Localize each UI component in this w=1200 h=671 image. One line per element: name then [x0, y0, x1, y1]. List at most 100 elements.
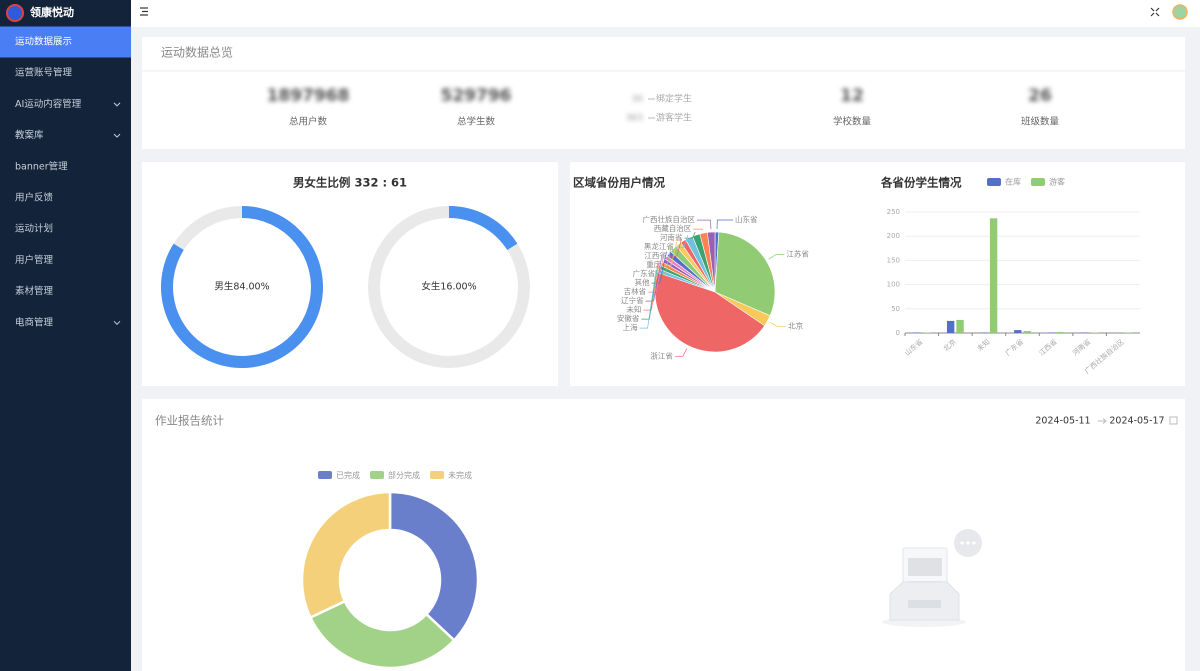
- pie-label-line: [668, 238, 682, 257]
- date-start[interactable]: 2024-05-11: [1035, 416, 1090, 427]
- header: [131, 0, 1200, 27]
- menu-item[interactable]: 用户反馈: [15, 192, 54, 204]
- brand: 领康悦动: [29, 5, 74, 19]
- legend-label[interactable]: 未完成: [448, 470, 472, 480]
- pie-label: 山东省: [735, 214, 758, 224]
- stat-label: 班级数量: [1021, 116, 1060, 128]
- menu-item[interactable]: AI运动内容管理: [15, 98, 82, 110]
- menu-item[interactable]: 用户管理: [15, 254, 54, 266]
- legend-label[interactable]: 部分完成: [388, 470, 420, 480]
- legend-label[interactable]: 已完成: [336, 470, 360, 480]
- pie-label: 其他: [635, 277, 650, 287]
- pie-label-line: [693, 228, 704, 231]
- calendar-icon[interactable]: [1169, 416, 1178, 425]
- pie-label: 安徽省: [617, 313, 640, 323]
- pie-label-line: [639, 269, 657, 329]
- donut-slice: [388, 490, 480, 642]
- avatar[interactable]: [1172, 4, 1188, 20]
- pie-slice: [714, 231, 776, 317]
- menu-item[interactable]: 电商管理: [15, 316, 54, 328]
- bar: [1014, 330, 1022, 333]
- pie-label-line: [768, 254, 785, 260]
- student-value: 30: [632, 95, 644, 105]
- menu-item[interactable]: 运动计划: [15, 223, 53, 235]
- pie-label: 重庆: [646, 259, 661, 269]
- pie-label: 江西省: [644, 250, 667, 260]
- card-title: 作业报告统计: [155, 414, 224, 428]
- menu-item[interactable]: 素材管理: [15, 285, 54, 297]
- pie-label-line: [716, 219, 733, 230]
- legend-label[interactable]: 在库: [1005, 177, 1021, 187]
- bar: [1023, 331, 1031, 333]
- pie-label: 黑龙江省: [644, 241, 674, 251]
- pie-label: 广东省: [633, 268, 656, 278]
- y-tick-label: 200: [887, 232, 900, 240]
- stat-label: 学校数量: [833, 116, 872, 128]
- stat-value: 12: [840, 86, 864, 106]
- menu-arrow: [113, 320, 121, 326]
- pie-label: 北京: [788, 321, 803, 331]
- menu-item[interactable]: 教案库: [15, 129, 44, 141]
- date-end[interactable]: 2024-05-17: [1109, 416, 1164, 427]
- menu-arrow: [113, 102, 121, 107]
- pie-label: 广西壮族自治区: [643, 214, 696, 224]
- legend-swatch: [987, 178, 1001, 186]
- pie-label-line: [770, 322, 787, 328]
- pie-label: 未知: [626, 304, 641, 314]
- stat-label: 总用户数: [289, 116, 328, 128]
- pie-label-line: [675, 235, 689, 248]
- bar: [989, 218, 998, 333]
- menu-toggle[interactable]: [140, 7, 148, 16]
- menu-item[interactable]: 运动数据展示: [15, 36, 72, 48]
- legend-label[interactable]: 游客: [1049, 177, 1065, 187]
- bar: [1057, 332, 1065, 333]
- pie-label: 吉林省: [624, 286, 647, 296]
- bar: [956, 319, 964, 333]
- chart-title: 男女生比例 332 : 61: [293, 176, 407, 190]
- pie-label-line: [645, 258, 662, 302]
- stat-value: 26: [1028, 86, 1052, 106]
- pie-label: 河南省: [660, 232, 683, 242]
- donut-slice: [300, 490, 392, 619]
- pie-label-line: [641, 266, 658, 320]
- menu-item[interactable]: banner管理: [15, 160, 68, 172]
- gauge-arc: [449, 206, 518, 251]
- bar: [946, 320, 955, 333]
- date-arrow: [1098, 418, 1107, 424]
- chart-title: 各省份学生情况: [880, 176, 962, 190]
- y-tick-label: 250: [887, 208, 900, 216]
- pie-label-line: [697, 219, 712, 230]
- empty-state: [882, 529, 982, 627]
- gauge-label: 男生84.00%: [214, 281, 269, 293]
- menu-active: [0, 26, 131, 58]
- legend-swatch: [370, 471, 384, 479]
- pie-label: 西藏自治区: [654, 223, 692, 233]
- y-tick-label: 100: [887, 281, 900, 289]
- pie-label-line: [663, 241, 678, 266]
- card-title: 运动数据总览: [161, 45, 233, 60]
- student-label: 游客学生: [656, 112, 692, 124]
- pie-slice: [707, 231, 716, 293]
- chart-title: 区域省份用户情况: [573, 176, 665, 190]
- menu-arrow: [113, 133, 121, 138]
- menu-item[interactable]: 运营账号管理: [15, 67, 73, 79]
- gauge-label: 女生16.00%: [421, 281, 476, 293]
- student-value: 363: [626, 114, 643, 124]
- logo: [6, 4, 24, 22]
- legend-swatch: [318, 471, 332, 479]
- pie-label: 辽宁省: [621, 295, 644, 305]
- stat-label: 总学生数: [457, 116, 496, 128]
- y-tick-label: 150: [887, 256, 900, 264]
- homework-card: [142, 399, 1185, 671]
- sidebar: [0, 0, 131, 671]
- pie-label: 江苏省: [786, 248, 809, 258]
- y-tick-label: 0: [896, 329, 900, 337]
- pie-label-line: [674, 348, 688, 357]
- pie-label-line: [643, 262, 660, 311]
- donut-slice: [309, 600, 456, 670]
- overview-card: [142, 37, 1185, 149]
- y-tick-label: 50: [891, 305, 900, 313]
- fullscreen-button[interactable]: [1150, 7, 1160, 17]
- pie-label: 浙江省: [650, 350, 673, 360]
